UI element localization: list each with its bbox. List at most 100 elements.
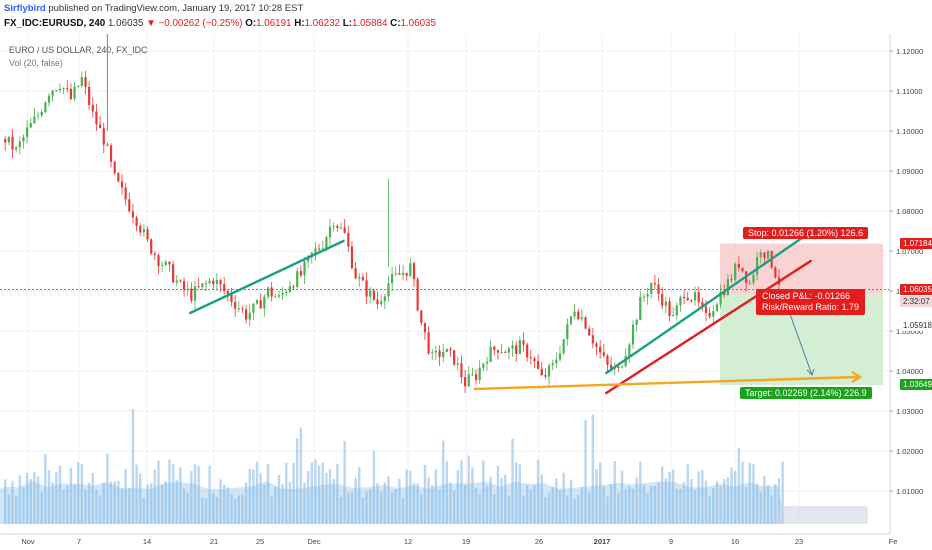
volume-bar bbox=[686, 464, 689, 524]
candle-body bbox=[47, 95, 51, 103]
candle-body bbox=[120, 181, 124, 188]
candle-body bbox=[252, 303, 255, 313]
volume-bar bbox=[580, 486, 584, 524]
candle-body bbox=[153, 253, 156, 256]
volume-legend[interactable]: Vol (20, false) bbox=[9, 58, 63, 68]
price-change: ▼ −0.00262 (−0.25%) bbox=[146, 18, 243, 29]
candle-body bbox=[734, 263, 737, 280]
price-tag-countdown: 2:32:07 bbox=[900, 295, 932, 307]
candle-body bbox=[40, 111, 43, 116]
volume-bar bbox=[427, 477, 430, 524]
pnl-box[interactable]: Closed P&L: -0.01266 Risk/Reward Ratio: … bbox=[756, 289, 866, 315]
volume-bar bbox=[248, 468, 251, 524]
target-label[interactable]: Target: 0.02269 (2.14%) 226.9 bbox=[740, 387, 872, 399]
volume-bar bbox=[314, 459, 317, 524]
volume-bar bbox=[77, 461, 80, 524]
candle-body bbox=[445, 348, 448, 353]
candle-body bbox=[569, 316, 573, 324]
trendline-teal bbox=[605, 235, 805, 375]
candle-body bbox=[288, 286, 291, 293]
volume-bar bbox=[544, 496, 547, 524]
volume-bar bbox=[657, 482, 660, 524]
candle-body bbox=[431, 352, 434, 354]
candle-body bbox=[599, 346, 602, 353]
candle-body bbox=[255, 300, 259, 304]
volume-bar bbox=[274, 486, 277, 524]
candle-body bbox=[496, 350, 500, 353]
candle-body bbox=[719, 292, 722, 305]
volume-bar bbox=[204, 498, 208, 524]
candle-body bbox=[314, 248, 317, 253]
volume-bar bbox=[230, 493, 233, 524]
candle-body bbox=[442, 352, 445, 358]
stop-label[interactable]: Stop: 0.01266 (1.20%) 126.6 bbox=[743, 227, 869, 239]
volume-bar bbox=[208, 465, 211, 524]
volume-bar bbox=[383, 482, 386, 524]
volume-bar bbox=[726, 477, 730, 524]
volume-bar bbox=[551, 486, 554, 524]
volume-bar bbox=[478, 493, 481, 524]
volume-bar bbox=[80, 463, 84, 524]
candle-body bbox=[204, 283, 208, 285]
time-axis[interactable]: Nov 7 14 21 25 Dec 12 19 26 2017 9 16 23 Fe bbox=[0, 533, 897, 546]
volume-bar bbox=[241, 494, 244, 524]
volume-bar bbox=[558, 490, 562, 524]
volume-bar bbox=[715, 480, 719, 524]
candle-body bbox=[376, 299, 379, 305]
candle-body bbox=[128, 199, 131, 212]
candle-body bbox=[504, 351, 507, 353]
candle-body bbox=[358, 277, 361, 279]
volume-bar bbox=[153, 469, 157, 524]
time-tick-label: 2017 bbox=[594, 537, 611, 546]
volume-bar bbox=[584, 419, 587, 524]
candle-body bbox=[394, 273, 397, 275]
candle-body bbox=[401, 272, 405, 275]
candle-body bbox=[248, 312, 251, 320]
trendline-teal bbox=[188, 239, 345, 315]
candle-body bbox=[449, 348, 452, 351]
candle-body bbox=[595, 343, 598, 347]
candle-body bbox=[708, 312, 711, 317]
volume-bar bbox=[588, 492, 591, 524]
volume-bar bbox=[372, 450, 376, 524]
symbol-name[interactable]: FX_IDC:EURUSD, 240 bbox=[4, 18, 106, 29]
time-tick-label: 26 bbox=[535, 537, 543, 546]
candle-body bbox=[478, 367, 481, 380]
candle-body bbox=[460, 363, 463, 378]
candle-body bbox=[270, 287, 273, 297]
volume-bar bbox=[306, 470, 310, 524]
volume-bar bbox=[423, 464, 427, 524]
volume-bar bbox=[58, 465, 62, 524]
candle-body bbox=[292, 286, 295, 288]
candle-body bbox=[515, 345, 518, 354]
volume-bar bbox=[675, 488, 678, 524]
candle-body bbox=[36, 115, 40, 117]
volume-bar bbox=[701, 469, 704, 524]
candle-body bbox=[763, 252, 766, 259]
volume-bar bbox=[277, 474, 281, 524]
candle-body bbox=[58, 88, 62, 91]
candle-body bbox=[66, 88, 69, 90]
volume-bar bbox=[664, 478, 668, 524]
volume-bar bbox=[171, 464, 175, 524]
candle-body bbox=[55, 90, 58, 92]
author-link[interactable]: Sirflybird bbox=[4, 3, 46, 14]
candle-body bbox=[610, 364, 613, 369]
volume-bar bbox=[420, 493, 423, 524]
open-value: 1.06191 bbox=[256, 18, 292, 29]
candle-body bbox=[299, 271, 302, 276]
volume-bar bbox=[719, 486, 722, 524]
candle-body bbox=[99, 124, 102, 129]
price-tick-label: 1.02000 bbox=[896, 447, 923, 456]
candle-body bbox=[186, 288, 189, 290]
volume-bar bbox=[73, 484, 76, 524]
volume-bar bbox=[631, 488, 635, 524]
volume-bar bbox=[474, 487, 478, 524]
candle-body bbox=[748, 282, 751, 284]
trendlines[interactable] bbox=[188, 235, 863, 395]
candle-body bbox=[182, 281, 186, 290]
volume-bar bbox=[730, 467, 733, 524]
candle-body bbox=[234, 301, 237, 309]
candle-body bbox=[566, 323, 569, 340]
volume-bar bbox=[489, 476, 492, 524]
